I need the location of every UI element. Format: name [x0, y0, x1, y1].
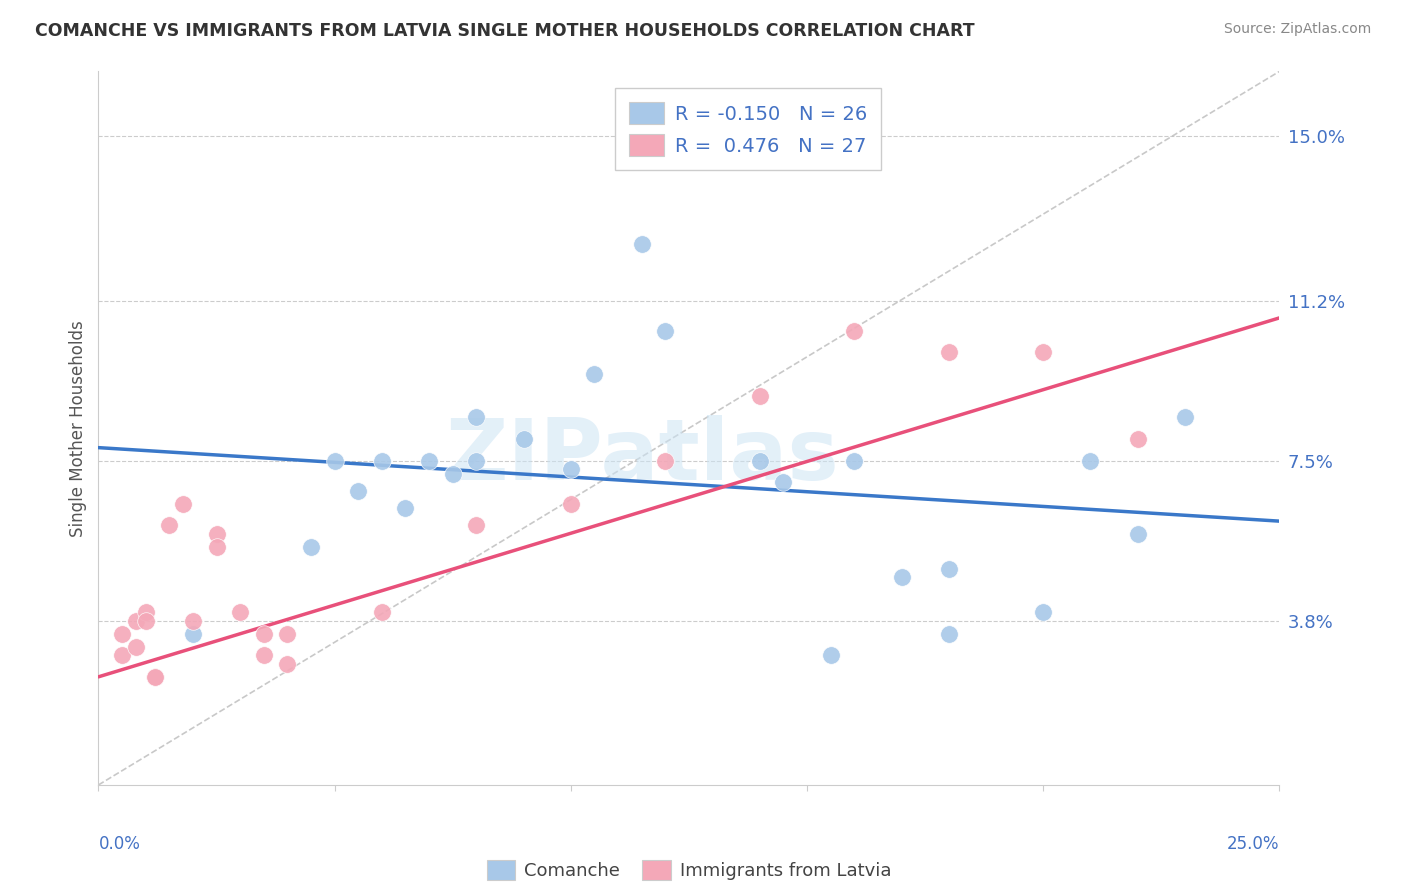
Point — [441, 467, 464, 481]
Point — [143, 670, 166, 684]
Text: ZIPatlas: ZIPatlas — [444, 415, 838, 499]
Point — [125, 614, 148, 628]
Point — [560, 462, 582, 476]
Point — [583, 367, 606, 381]
Point — [205, 527, 228, 541]
Text: 25.0%: 25.0% — [1227, 835, 1279, 853]
Point — [938, 626, 960, 640]
Point — [111, 648, 134, 663]
Point — [111, 626, 134, 640]
Point — [125, 640, 148, 654]
Point — [1174, 410, 1197, 425]
Text: Source: ZipAtlas.com: Source: ZipAtlas.com — [1223, 22, 1371, 37]
Point — [143, 670, 166, 684]
Point — [1032, 345, 1054, 359]
Point — [1032, 605, 1054, 619]
Point — [394, 501, 416, 516]
Point — [418, 453, 440, 467]
Point — [1126, 432, 1149, 446]
Y-axis label: Single Mother Households: Single Mother Households — [69, 320, 87, 536]
Point — [654, 453, 676, 467]
Point — [748, 453, 770, 467]
Point — [253, 626, 276, 640]
Point — [229, 605, 252, 619]
Point — [253, 648, 276, 663]
Point — [654, 324, 676, 338]
Point — [157, 518, 180, 533]
Text: COMANCHE VS IMMIGRANTS FROM LATVIA SINGLE MOTHER HOUSEHOLDS CORRELATION CHART: COMANCHE VS IMMIGRANTS FROM LATVIA SINGL… — [35, 22, 974, 40]
Point — [890, 570, 912, 584]
Point — [820, 648, 842, 663]
Legend: Comanche, Immigrants from Latvia: Comanche, Immigrants from Latvia — [478, 851, 900, 889]
Point — [465, 518, 488, 533]
Point — [135, 605, 157, 619]
Point — [748, 389, 770, 403]
Point — [172, 497, 194, 511]
Point — [323, 453, 346, 467]
Point — [465, 410, 488, 425]
Point — [181, 614, 204, 628]
Point — [1080, 453, 1102, 467]
Point — [135, 614, 157, 628]
Text: 0.0%: 0.0% — [98, 835, 141, 853]
Point — [276, 626, 298, 640]
Point — [512, 432, 534, 446]
Point — [371, 605, 394, 619]
Point — [938, 562, 960, 576]
Point — [772, 475, 794, 490]
Point — [465, 453, 488, 467]
Point — [205, 540, 228, 554]
Point — [938, 345, 960, 359]
Point — [371, 453, 394, 467]
Point — [630, 237, 652, 252]
Point — [560, 497, 582, 511]
Point — [181, 626, 204, 640]
Point — [276, 657, 298, 671]
Point — [1126, 527, 1149, 541]
Point — [347, 483, 370, 498]
Point — [844, 453, 866, 467]
Point — [299, 540, 322, 554]
Point — [844, 324, 866, 338]
